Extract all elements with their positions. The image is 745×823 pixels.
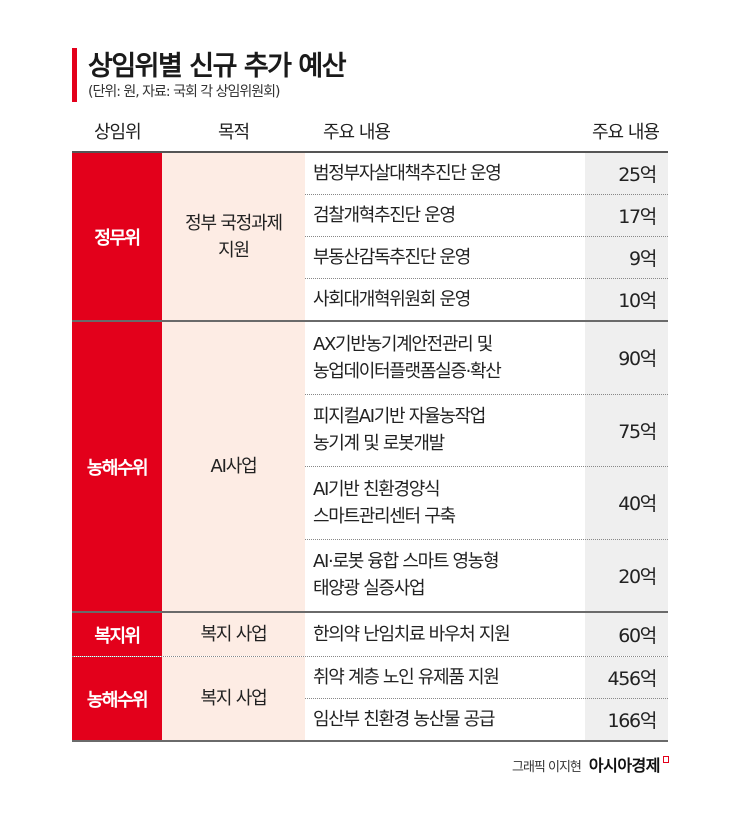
table-group-bokji: 복지위 복지 사업 한의약 난임치료 바우처 지원 60억 (72, 613, 668, 657)
table-row: AI기반 친환경양식 스마트관리센터 구축 40억 (305, 467, 668, 540)
brand-logo-text: 아시아경제 (588, 756, 661, 775)
amount-cell: 75억 (618, 420, 657, 443)
purpose-cell: 복지 사업 (162, 657, 305, 740)
column-header-purpose: 목적 (218, 122, 250, 143)
table-group-nonghaesu-ai: 농해수위 AI사업 AX기반농기계안전관리 및 농업데이터플랫폼실증·확산 90… (72, 322, 668, 613)
amount-cell: 166억 (607, 710, 657, 732)
item-cell: 범정부자살대책추진단 운영 (313, 163, 502, 184)
amount-cell: 20억 (618, 565, 657, 588)
table-row: 범정부자살대책추진단 운영 25억 (305, 153, 668, 195)
table-row: 부동산감독추진단 운영 9억 (305, 237, 668, 279)
amount-column-bg (585, 613, 668, 656)
amount-cell: 90억 (618, 348, 657, 371)
column-header-committee: 상임위 (94, 122, 142, 143)
title-accent-bar (72, 48, 77, 102)
table-row: 취약 계층 노인 유제품 지원 456억 (305, 657, 668, 699)
item-cell: 임산부 친환경 농산물 공급 (313, 709, 495, 730)
table-row: 사회대개혁위원회 운영 10억 (305, 279, 668, 320)
item-cell: 한의약 난임치료 바우처 지원 (313, 624, 511, 645)
item-cell: AI·로봇 융합 스마트 영농형 태양광 실증사업 (313, 551, 500, 600)
purpose-cell: AI사업 (162, 322, 305, 611)
purpose-text: 정부 국정과제 지원 (185, 212, 283, 261)
table-row: 피지컬AI기반 자율농작업 농기계 및 로봇개발 75억 (305, 395, 668, 467)
column-header-amount: 주요 내용 (592, 122, 660, 143)
table-group-nonghaesu-welfare: 농해수위 복지 사업 취약 계층 노인 유제품 지원 456억 임산부 친환경 … (72, 657, 668, 742)
table-row: 임산부 친환경 농산물 공급 166억 (305, 699, 668, 740)
item-cell: 검찰개혁추진단 운영 (313, 205, 456, 226)
item-cell: 부동산감독추진단 운영 (313, 247, 471, 268)
item-cell: AI기반 친환경양식 스마트관리센터 구축 (313, 478, 456, 527)
amount-cell: 10억 (618, 290, 657, 312)
purpose-text: AI사업 (210, 456, 258, 477)
amount-cell: 17억 (618, 206, 657, 228)
table-header: 상임위 목적 주요 내용 주요 내용 (72, 112, 668, 153)
purpose-text: 복지 사업 (200, 688, 268, 709)
purpose-text: 복지 사업 (200, 624, 268, 645)
purpose-cell: 정부 국정과제 지원 (162, 153, 305, 320)
column-header-content: 주요 내용 (323, 122, 391, 143)
amount-cell: 9억 (629, 248, 657, 270)
page-title: 상임위별 신규 추가 예산 (88, 51, 347, 82)
amount-cell: 25억 (618, 164, 657, 186)
brand-mark-icon (663, 756, 669, 763)
table-row: 한의약 난임치료 바우처 지원 60억 (305, 613, 668, 656)
item-cell: 피지컬AI기반 자율농작업 농기계 및 로봇개발 (313, 406, 486, 455)
table-group-jeongmu: 정무위 정부 국정과제 지원 범정부자살대책추진단 운영 25억 검찰개혁추진단… (72, 153, 668, 322)
committee-cell: 복지위 (72, 613, 162, 656)
table-row: AI·로봇 융합 스마트 영농형 태양광 실증사업 20억 (305, 540, 668, 612)
footer-credit: 그래픽 이지현 아시아경제 (512, 752, 669, 776)
item-cell: AX기반농기계안전관리 및 농업데이터플랫폼실증·확산 (313, 333, 502, 382)
budget-table: 상임위 목적 주요 내용 주요 내용 정무위 정부 국정과제 지원 범정부자살대… (72, 112, 668, 742)
page-subtitle: (단위: 원, 자료: 국회 각 상임위원회) (88, 84, 280, 100)
amount-cell: 40억 (618, 493, 657, 516)
table-row: 검찰개혁추진단 운영 17억 (305, 195, 668, 237)
committee-cell: 농해수위 (72, 322, 162, 611)
committee-cell: 농해수위 (72, 657, 162, 740)
amount-cell: 60억 (618, 625, 657, 647)
committee-cell: 정무위 (72, 153, 162, 320)
item-cell: 취약 계층 노인 유제품 지원 (313, 667, 500, 688)
table-row: AX기반농기계안전관리 및 농업데이터플랫폼실증·확산 90억 (305, 322, 668, 395)
graphic-credit: 그래픽 이지현 (511, 760, 582, 775)
purpose-cell: 복지 사업 (162, 613, 305, 656)
amount-cell: 456억 (607, 668, 657, 690)
item-cell: 사회대개혁위원회 운영 (313, 289, 471, 310)
